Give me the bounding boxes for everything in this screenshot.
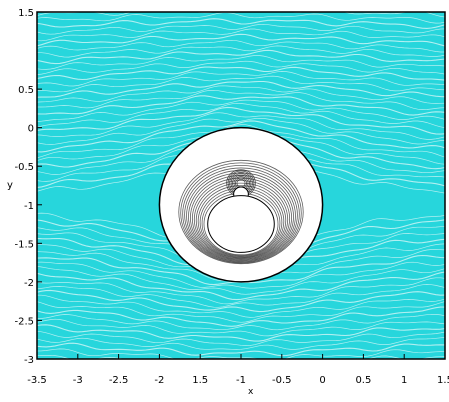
contour-line: [37, 95, 445, 116]
contour-line: [37, 39, 445, 53]
x-tick-label: -2.5: [109, 375, 129, 386]
interior-contour: [188, 172, 294, 261]
interior-contour: [193, 180, 289, 259]
contour-line: [37, 361, 445, 371]
contour-line: [37, 55, 445, 70]
interior-contour: [178, 159, 304, 265]
contour-field: [37, 2, 445, 371]
x-tick-label: -0.5: [272, 375, 292, 386]
contour-line: [37, 354, 445, 359]
contour-line: [37, 12, 445, 24]
x-tick-label: -1: [236, 375, 246, 386]
contour-line: [37, 75, 445, 93]
contour-line: [37, 117, 445, 145]
y-tick-label: 1.5: [18, 8, 34, 19]
interior-contour: [182, 164, 300, 263]
contour-line: [37, 337, 445, 350]
axis-ticks: -3.5 -3 -2.5 -2 1.5 -1 -0.5 0 0.5 1 1.5 1.5 0.5 0 -0.5…: [14, 8, 449, 386]
x-tick-label: 1: [401, 375, 407, 386]
y-tick-label: -3: [24, 355, 34, 366]
contour-line: [37, 102, 445, 129]
contour-line: [37, 49, 445, 65]
contour-line: [37, 265, 445, 295]
contour-line: [37, 2, 445, 11]
x-tick-label: -2: [154, 375, 164, 386]
contour-line: [37, 277, 445, 305]
contour-line: [37, 99, 445, 122]
contour-line: [37, 271, 445, 301]
y-tick-label: -2: [24, 278, 34, 289]
y-tick-label: -0.5: [14, 162, 34, 173]
contour-line: [37, 12, 445, 18]
contour-line: [37, 23, 445, 35]
contour-line: [37, 324, 445, 342]
y-tick-label: 0.5: [18, 85, 34, 96]
contour-line: [37, 71, 445, 87]
x-tick-label: 0: [319, 375, 325, 386]
y-tick-label: -1: [24, 201, 34, 212]
circle-region: [158, 126, 324, 283]
x-tick-label: 1.5: [192, 375, 208, 386]
x-tick-label: 0.5: [355, 375, 371, 386]
x-tick-label: 1.5: [437, 375, 449, 386]
y-tick-label: 0: [28, 124, 34, 135]
interior-contour: [180, 162, 302, 264]
y-axis-label: y: [7, 180, 13, 191]
contour-line: [37, 106, 445, 135]
x-tick-label: -3.5: [27, 375, 47, 386]
contour-line: [37, 330, 445, 346]
contour-line: [37, 120, 445, 153]
contour-line: [37, 301, 445, 323]
contour-line: [37, 284, 445, 308]
x-tick-label: -3: [73, 375, 83, 386]
contour-line: [37, 89, 445, 110]
interior-contour: [195, 182, 287, 258]
contour-line: [37, 60, 445, 75]
contour-line: [37, 45, 445, 58]
contour-line: [37, 342, 445, 357]
inner-body: [207, 195, 275, 253]
contour-line: [37, 289, 445, 313]
contour-line: [37, 112, 445, 140]
contour-line: [37, 66, 445, 81]
contour-line: [37, 80, 445, 98]
contour-line: [37, 261, 445, 289]
interior-contour: [186, 170, 296, 262]
contour-line: [37, 85, 445, 104]
y-tick-label: -1.5: [14, 239, 34, 250]
contour-line: [37, 318, 445, 337]
contour-line: [37, 28, 445, 42]
contour-line: [37, 313, 445, 331]
interior-contour: [184, 167, 298, 263]
contour-line: [37, 306, 445, 327]
contour-line: [37, 33, 445, 47]
contour-line: [37, 18, 445, 29]
x-axis-label: x: [248, 387, 254, 397]
contour-line: [37, 294, 445, 318]
interior-contour: [197, 185, 285, 258]
contour-line: [37, 124, 445, 159]
y-tick-label: -2.5: [14, 316, 34, 327]
